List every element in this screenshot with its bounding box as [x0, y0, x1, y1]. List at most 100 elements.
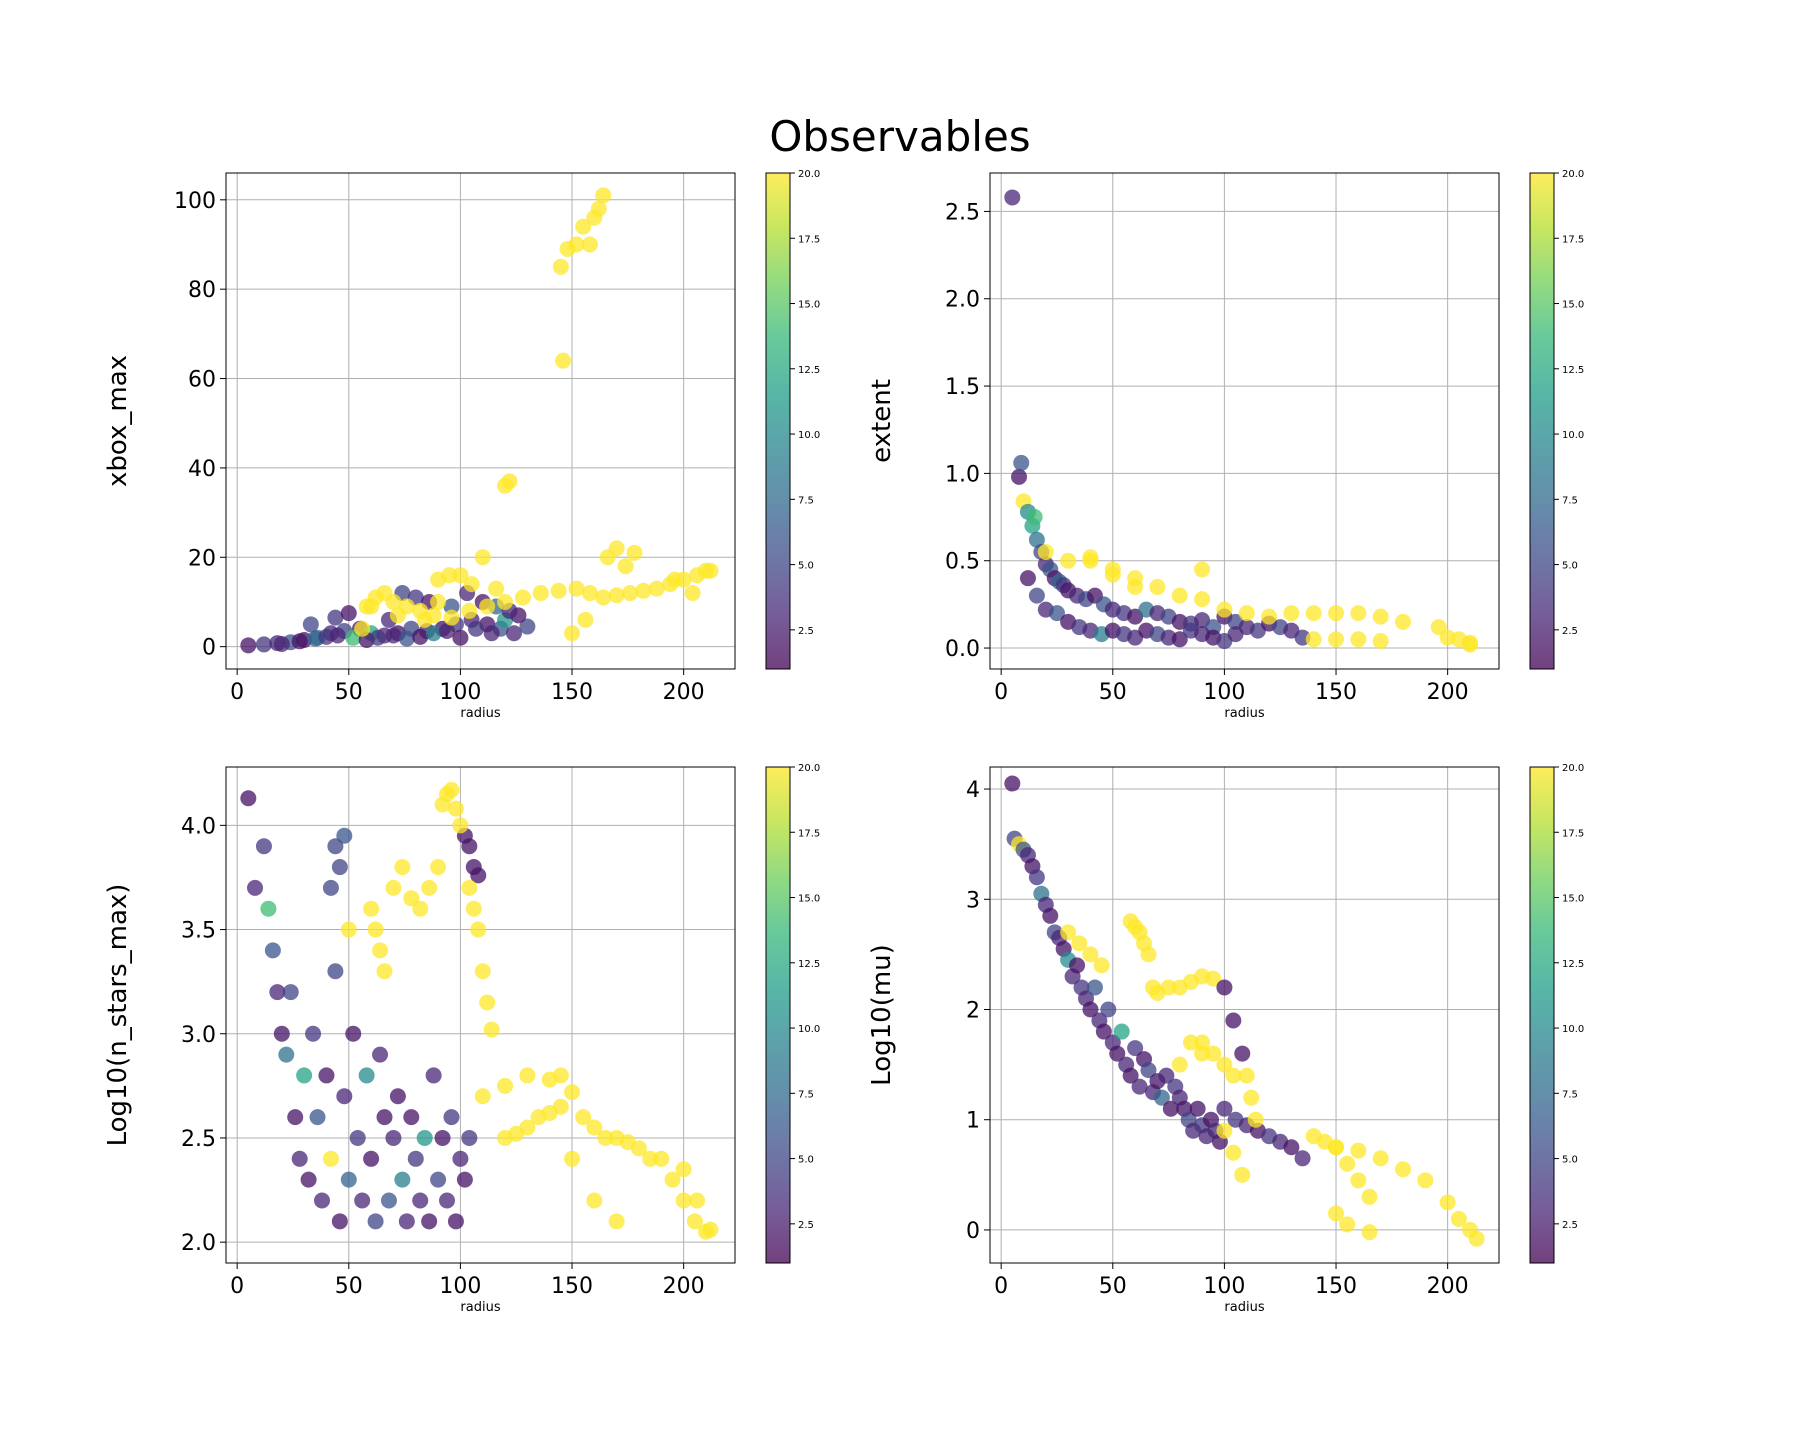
scatter-point: [430, 859, 447, 876]
colorbar: [1529, 172, 1555, 670]
colorbar: [765, 766, 791, 1264]
scatter-point: [1350, 605, 1367, 622]
scatter-point: [1350, 1172, 1367, 1189]
scatter-point: [575, 1109, 592, 1126]
scatter-point: [443, 598, 460, 615]
chart-panel-2: 0 50 100 150 200 0.0 0.5 1.0 1.5 2.0 2.5 radius exte…: [867, 169, 1584, 721]
scatter-point: [345, 1025, 362, 1042]
scatter-point: [1430, 619, 1447, 636]
scatter-point: [327, 838, 344, 855]
x-tick-label: 150: [1315, 680, 1357, 705]
colorbar-tick-label: 10.0: [1562, 1024, 1584, 1035]
scatter-point: [519, 1119, 536, 1136]
y-tick-label: 1.5: [945, 375, 980, 400]
scatter-point: [452, 817, 469, 834]
chart-panel-4: 0 50 100 150 200 0 1 2 3 4 radius Log10(mu) 2.5 5.0 7.…: [867, 763, 1584, 1315]
scatter-point: [1350, 631, 1367, 648]
scatter-point: [689, 1192, 706, 1209]
colorbar-tick-label: 5.0: [798, 561, 814, 572]
scatter-point: [1127, 578, 1144, 595]
scatter-point: [684, 585, 701, 602]
scatter-point: [1086, 979, 1103, 996]
scatter-point: [461, 879, 478, 896]
colorbar-tick-label: 7.5: [1562, 1089, 1578, 1100]
scatter-point: [331, 859, 348, 876]
scatter-point: [666, 571, 683, 588]
scatter-point: [416, 1129, 433, 1146]
scatter-point: [626, 544, 643, 561]
scatter-point: [697, 562, 714, 579]
scatter-point: [412, 1192, 429, 1209]
scatter-point: [568, 580, 585, 597]
colorbar-tick-label: 20.0: [1562, 763, 1584, 774]
scatter-point: [1140, 1062, 1157, 1079]
colorbar-tick-label: 7.5: [1562, 495, 1578, 506]
scatter-point: [664, 1171, 681, 1188]
scatter-point: [340, 921, 357, 938]
scatter-point: [595, 589, 612, 606]
scatter-point: [461, 602, 478, 619]
scatter-point: [586, 1192, 603, 1209]
scatter-point: [287, 1109, 304, 1126]
scatter-point: [1082, 552, 1099, 569]
scatter-point: [1048, 605, 1065, 622]
scatter-point: [686, 1213, 703, 1230]
scatter-point: [434, 1129, 451, 1146]
scatter-point: [1011, 468, 1028, 485]
scatter-point: [1194, 591, 1211, 608]
colorbar-tick-label: 17.5: [1562, 828, 1584, 839]
scatter-point: [1082, 1001, 1099, 1018]
scatter-point: [1450, 1210, 1467, 1227]
scatter-series: [240, 187, 719, 654]
colorbar-tick-label: 15.0: [1562, 300, 1584, 311]
scatter-point: [1004, 775, 1021, 792]
scatter-point: [581, 236, 598, 253]
scatter-point: [1171, 587, 1188, 604]
scatter-point: [1261, 608, 1278, 625]
colorbar-tick-label: 10.0: [798, 1024, 820, 1035]
scatter-point: [425, 625, 442, 642]
scatter-point: [1004, 189, 1021, 206]
colorbar-tick-label: 20.0: [1562, 169, 1584, 180]
scatter-point: [1194, 1045, 1211, 1062]
chart-panel-1: 0 50 100 150 200020406080100radiusxbox_max2.…: [103, 169, 820, 721]
scatter-point: [329, 627, 346, 644]
scatter-point: [260, 900, 277, 917]
scatter-point: [461, 1129, 478, 1146]
x-tick-label: 200: [663, 1274, 705, 1299]
scatter-point: [1247, 1111, 1264, 1128]
chart-panel-3: 0 50 100 150 200 2.0 2.5 3.0 3.5 4.0 radius Log10(n…: [103, 763, 820, 1315]
y-axis-label: Log10(n_stars_max): [103, 884, 133, 1147]
scatter-point: [483, 625, 500, 642]
scatter-point: [1243, 1089, 1260, 1106]
scatter-point: [385, 593, 402, 610]
x-tick-label: 0: [230, 680, 244, 705]
scatter-point: [1361, 1188, 1378, 1205]
scatter-point: [1060, 924, 1077, 941]
scatter-point: [552, 1098, 569, 1115]
scatter-point: [309, 1109, 326, 1126]
scatter-point: [1227, 626, 1244, 643]
scatter-point: [1372, 633, 1389, 650]
scatter-point: [291, 633, 308, 650]
scatter-point: [595, 187, 612, 204]
scatter-point: [412, 602, 429, 619]
scatter-point: [264, 942, 281, 959]
x-axis-label: radius: [1224, 1300, 1264, 1315]
plot-frame: [989, 766, 1500, 1264]
scatter-point: [302, 616, 319, 633]
scatter-point: [1216, 1056, 1233, 1073]
scatter-point: [1104, 566, 1121, 583]
colorbar-tick-label: 2.5: [1562, 626, 1578, 637]
scatter-point: [372, 1046, 389, 1063]
scatter-point: [1028, 587, 1045, 604]
scatter-point: [474, 963, 491, 980]
colorbar-tick-label: 2.5: [1562, 1220, 1578, 1231]
scatter-point: [1305, 631, 1322, 648]
scatter-point: [568, 236, 585, 253]
colorbar-tick-label: 15.0: [798, 300, 820, 311]
scatter-point: [608, 1213, 625, 1230]
scatter-point: [336, 827, 353, 844]
